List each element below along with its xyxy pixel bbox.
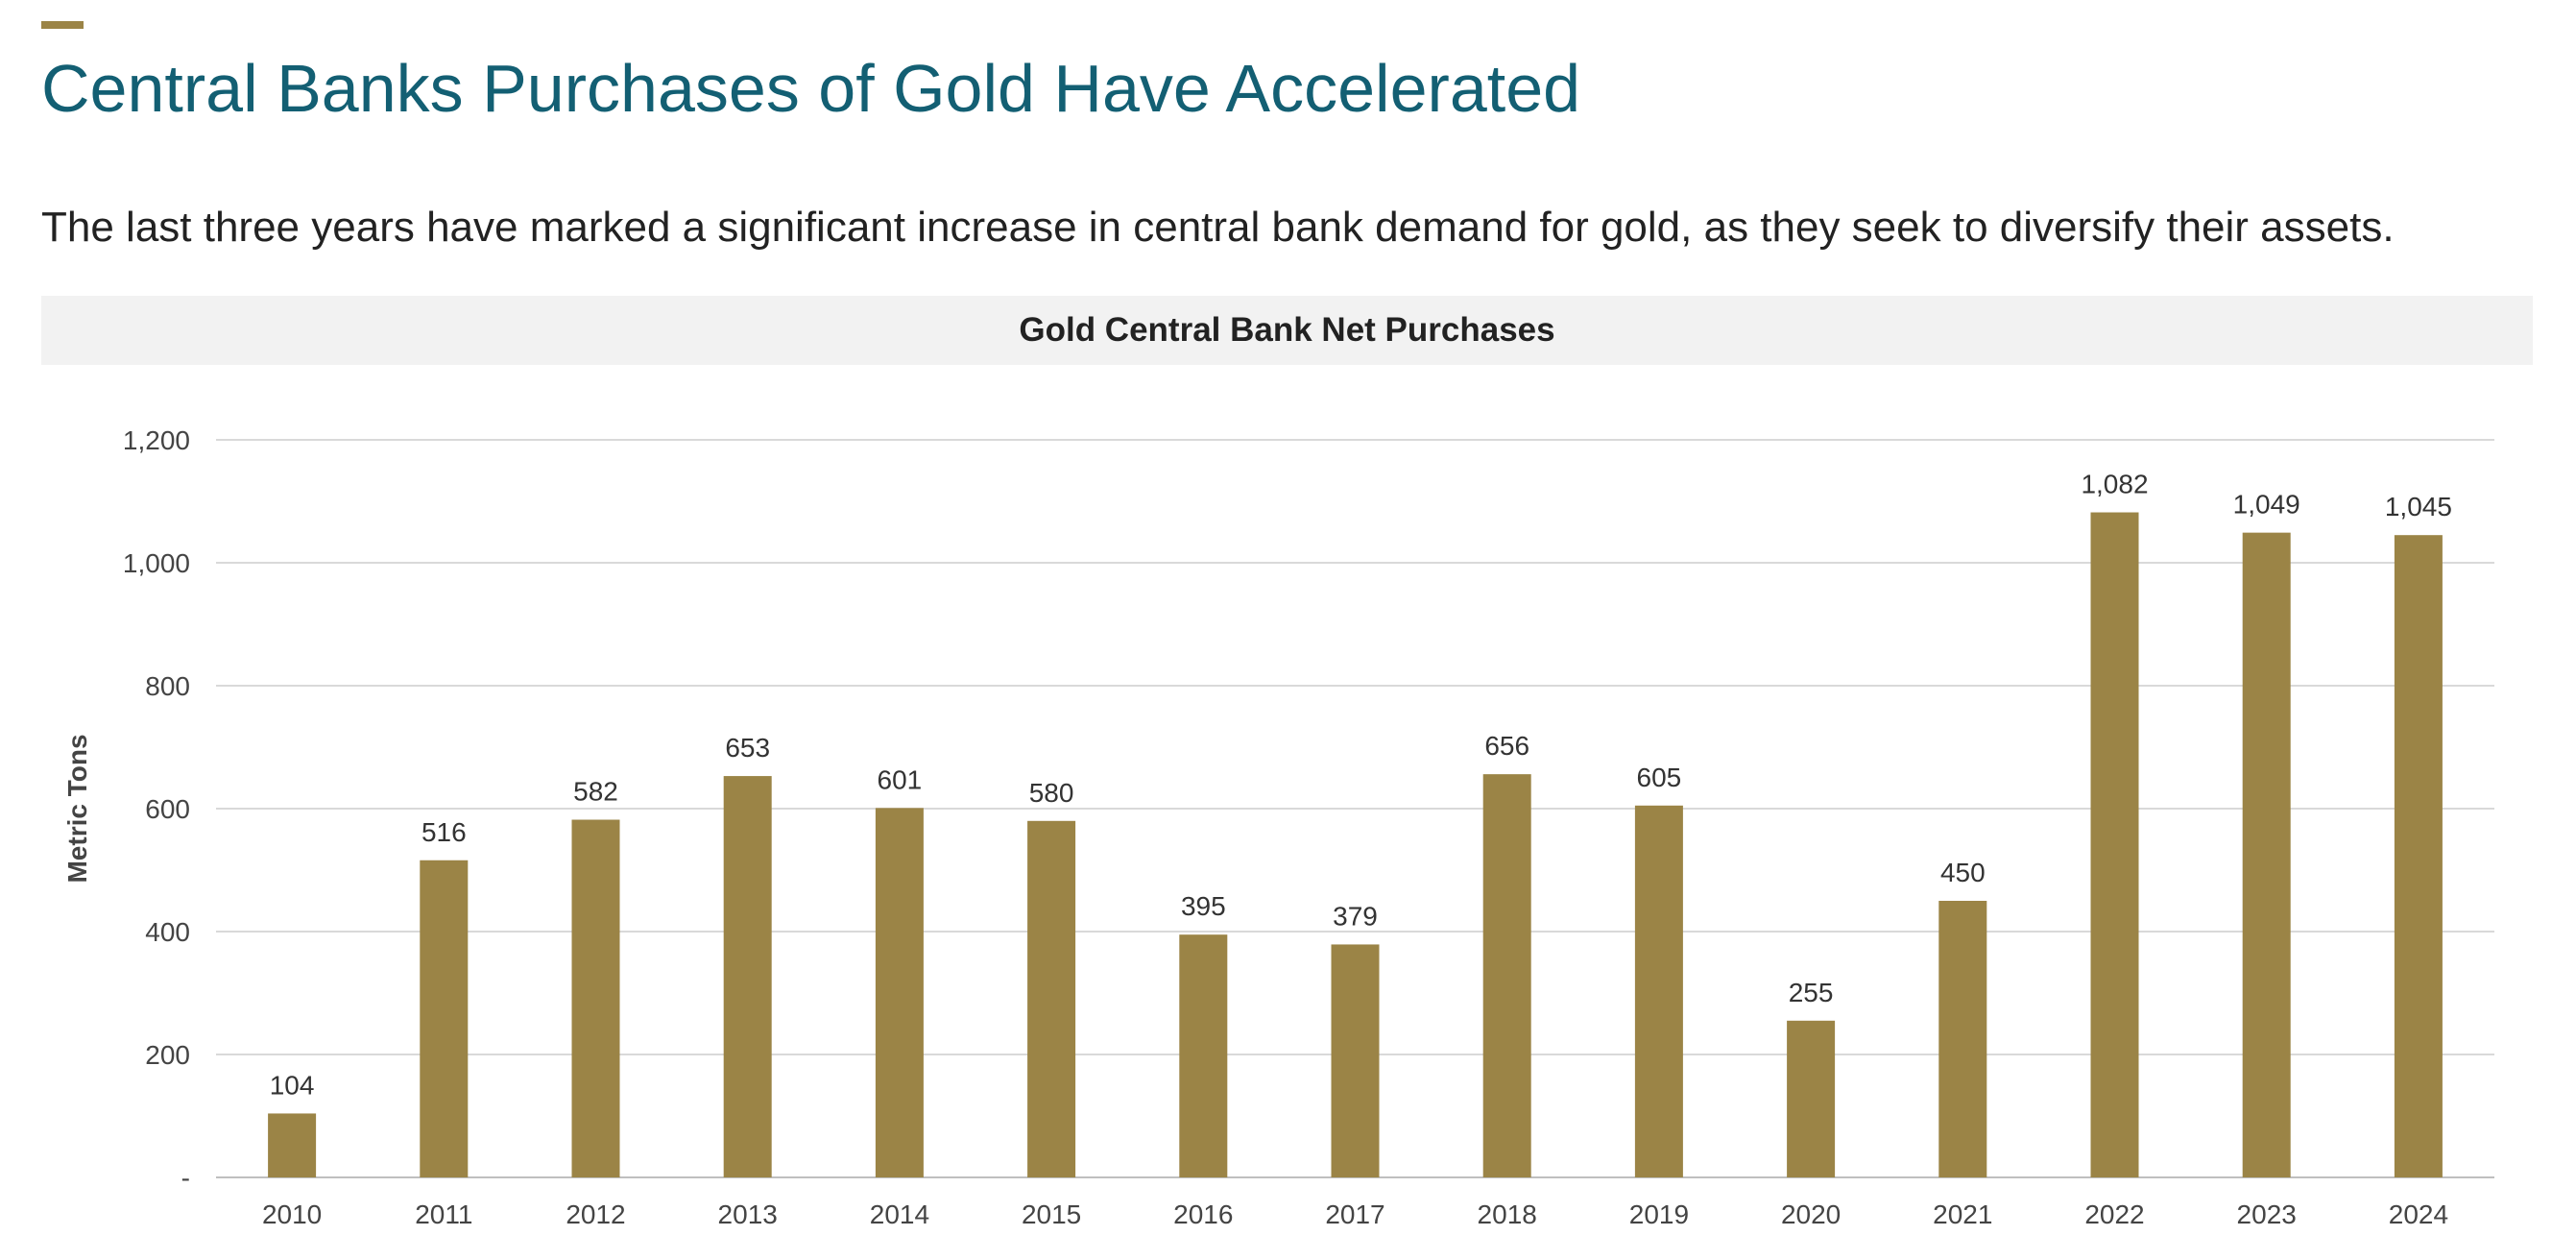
x-tick-label: 2012 xyxy=(566,1199,625,1229)
bar-2012 xyxy=(571,819,620,1177)
data-label: 255 xyxy=(1789,978,1834,1007)
bar-2016 xyxy=(1179,934,1228,1177)
bar-2019 xyxy=(1634,805,1683,1177)
bar-2014 xyxy=(875,808,924,1177)
bar-2010 xyxy=(268,1113,317,1177)
bar-2024 xyxy=(2394,535,2443,1177)
chart-title: Gold Central Bank Net Purchases xyxy=(1019,311,1555,349)
bar-2017 xyxy=(1331,944,1380,1177)
x-tick-label: 2017 xyxy=(1325,1199,1384,1229)
x-tick-label: 2018 xyxy=(1478,1199,1537,1229)
x-tick-label: 2016 xyxy=(1173,1199,1233,1229)
bar-2021 xyxy=(1938,901,1987,1177)
bar-2013 xyxy=(723,776,772,1177)
x-tick-label: 2019 xyxy=(1629,1199,1689,1229)
bar-2018 xyxy=(1482,774,1531,1177)
y-tick-label: 200 xyxy=(145,1040,190,1070)
y-axis-ticks: - 200 400 600 800 1,000 1,200 xyxy=(123,425,190,1193)
bar-2011 xyxy=(420,860,469,1177)
x-tick-label: 2010 xyxy=(262,1199,322,1229)
y-tick-label: 1,200 xyxy=(123,425,190,455)
x-tick-label: 2015 xyxy=(1022,1199,1081,1229)
data-label: 516 xyxy=(421,817,467,847)
x-tick-label: 2011 xyxy=(415,1199,472,1229)
page-subtitle: The last three years have marked a signi… xyxy=(41,204,2395,251)
x-tick-label: 2021 xyxy=(1933,1199,1992,1229)
x-tick-label: 2023 xyxy=(2237,1199,2297,1229)
data-label: 605 xyxy=(1637,763,1682,792)
data-label: 450 xyxy=(1940,858,1986,887)
data-label: 601 xyxy=(878,764,923,794)
page-title: Central Banks Purchases of Gold Have Acc… xyxy=(41,51,1581,126)
data-label: 580 xyxy=(1029,778,1074,808)
bar-2020 xyxy=(1787,1020,1836,1177)
bar-2023 xyxy=(2242,532,2291,1177)
x-axis-ticks: 2010 2011 2012 2013 2014 2015 2016 2017 2018 2019… xyxy=(262,1199,2448,1229)
data-label: 1,045 xyxy=(2385,492,2452,521)
data-label: 1,049 xyxy=(2233,490,2300,520)
data-label: 653 xyxy=(725,733,770,763)
data-label: 656 xyxy=(1484,731,1529,761)
x-tick-label: 2013 xyxy=(718,1199,778,1229)
data-label: 379 xyxy=(1333,901,1378,931)
y-tick-label: 600 xyxy=(145,794,190,824)
data-label: 395 xyxy=(1181,891,1226,921)
y-axis-label: Metric Tons xyxy=(62,734,92,883)
y-tick-label: 1,000 xyxy=(123,548,190,578)
data-label: 582 xyxy=(573,777,618,807)
bars xyxy=(268,512,2443,1177)
chart-title-band: Gold Central Bank Net Purchases xyxy=(41,296,2533,365)
x-tick-label: 2024 xyxy=(2389,1199,2448,1229)
y-tick-label: - xyxy=(181,1163,190,1193)
y-tick-label: 400 xyxy=(145,917,190,947)
title-accent-bar xyxy=(41,21,84,29)
data-label: 104 xyxy=(270,1070,315,1100)
x-tick-label: 2020 xyxy=(1781,1199,1841,1229)
x-tick-label: 2014 xyxy=(870,1199,929,1229)
y-tick-label: 800 xyxy=(145,671,190,701)
x-tick-label: 2022 xyxy=(2084,1199,2144,1229)
data-labels: 104 516 582 653 601 580 395 379 656 605 255 450 1,08… xyxy=(270,470,2452,1101)
data-label: 1,082 xyxy=(2081,470,2148,499)
bar-2022 xyxy=(2090,512,2139,1177)
bar-2015 xyxy=(1027,820,1076,1177)
